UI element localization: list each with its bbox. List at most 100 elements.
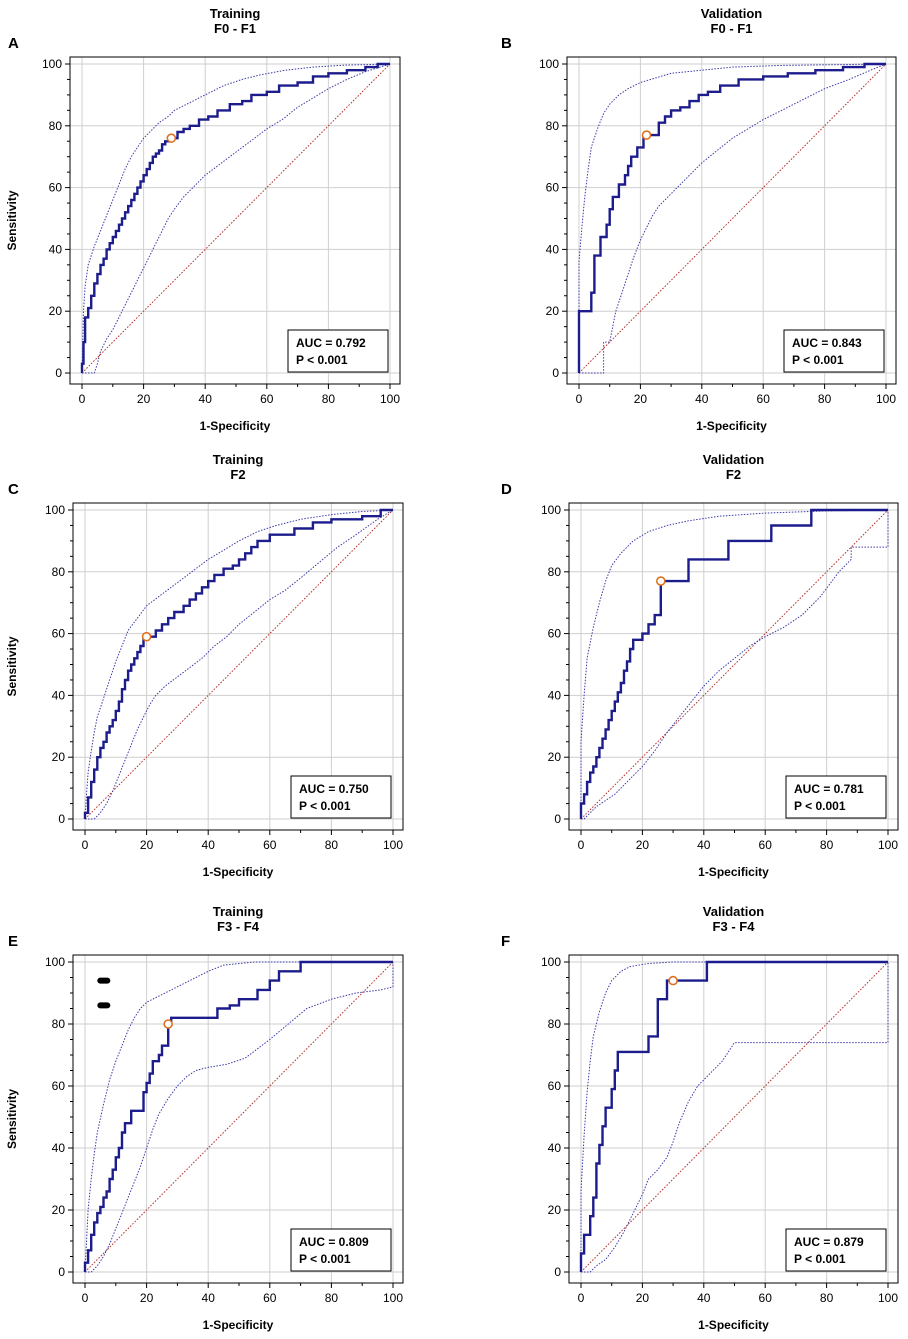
y-tick-label: 40: [548, 1141, 562, 1155]
x-tick-label: 0: [82, 838, 89, 852]
x-tick-label: 100: [383, 838, 403, 852]
ci-lower-line: [85, 509, 394, 820]
ci-lower-line: [82, 63, 391, 374]
y-tick-label: 80: [52, 565, 66, 579]
x-tick-label: 100: [380, 392, 400, 406]
x-tick-label: 60: [263, 838, 277, 852]
ci-upper-line: [81, 63, 391, 374]
chart-subtitle: F0 - F1: [711, 21, 753, 36]
annotation-marks: [97, 977, 111, 1009]
auc-box: [290, 1228, 392, 1272]
y-tick-label: 100: [45, 955, 65, 969]
y-tick-label: 0: [554, 812, 561, 826]
y-tick-label: 100: [42, 57, 62, 71]
y-tick-label: 80: [52, 1017, 66, 1031]
y-tick-label: 80: [548, 565, 562, 579]
cutoff-point: [163, 1019, 173, 1029]
chart-subtitle: F2: [230, 467, 245, 482]
y-tick-label: 20: [546, 304, 560, 318]
plot-frame: [566, 56, 897, 385]
y-tick-label: 20: [52, 1203, 66, 1217]
x-tick-label: 80: [820, 838, 834, 852]
y-tick-label: 100: [45, 503, 65, 517]
auc-label: AUC = 0.879: [794, 1235, 864, 1249]
reference-diagonal: [580, 961, 889, 1273]
y-tick-label: 80: [49, 119, 63, 133]
ci-upper-line: [580, 961, 888, 1272]
x-tick-label: 100: [878, 1291, 898, 1305]
roc-curve: [579, 960, 888, 1272]
plot-frame: [69, 56, 401, 385]
y-tick-label: 60: [548, 1079, 562, 1093]
x-tick-label: 20: [636, 1291, 650, 1305]
x-tick-label: 100: [383, 1291, 403, 1305]
x-axis-label: 1-Specificity: [200, 419, 271, 433]
x-tick-label: 60: [757, 392, 771, 406]
y-tick-label: 60: [546, 181, 560, 195]
x-tick-label: 20: [634, 392, 648, 406]
x-axis-label: 1-Specificity: [696, 419, 767, 433]
y-tick-label: 40: [52, 1141, 66, 1155]
y-tick-label: 0: [554, 1265, 561, 1279]
auc-label: AUC = 0.843: [792, 336, 862, 350]
chart-title: Validation: [703, 452, 764, 467]
y-tick-label: 20: [548, 750, 562, 764]
x-tick-label: 20: [636, 838, 650, 852]
x-tick-label: 40: [199, 392, 213, 406]
x-tick-label: 80: [325, 838, 339, 852]
y-tick-label: 40: [49, 242, 63, 256]
chart-title: Training: [213, 904, 264, 919]
reference-diagonal: [578, 63, 887, 374]
cutoff-point: [166, 133, 177, 143]
y-tick-label: 60: [52, 1079, 66, 1093]
x-tick-label: 100: [876, 392, 896, 406]
p-value-label: P < 0.001: [794, 799, 846, 813]
plot-frame: [72, 502, 404, 831]
chart-title: Validation: [701, 6, 762, 21]
plot-frame: [568, 502, 899, 831]
x-tick-label: 20: [140, 1291, 154, 1305]
roc-curve: [80, 62, 390, 373]
y-tick-label: 60: [49, 181, 63, 195]
x-tick-label: 0: [82, 1291, 89, 1305]
y-tick-label: 40: [548, 688, 562, 702]
ci-lower-line: [581, 962, 889, 1273]
x-axis-label: 1-Specificity: [203, 1318, 274, 1332]
reference-diagonal: [580, 509, 889, 820]
x-tick-label: 60: [759, 1291, 773, 1305]
y-tick-label: 0: [58, 1265, 65, 1279]
auc-box: [287, 329, 389, 373]
panel-letter: B: [501, 35, 512, 52]
roc-curve: [579, 508, 888, 819]
annotation-mark: [97, 977, 111, 984]
y-tick-label: 80: [546, 119, 560, 133]
roc-curve: [83, 960, 393, 1272]
x-tick-label: 40: [697, 838, 711, 852]
auc-box: [290, 775, 392, 819]
x-tick-label: 0: [578, 1291, 585, 1305]
x-tick-label: 40: [695, 392, 709, 406]
plot-frame: [72, 954, 404, 1284]
x-tick-label: 80: [322, 392, 336, 406]
y-tick-label: 80: [548, 1017, 562, 1031]
plot-frame: [568, 954, 899, 1284]
x-tick-label: 60: [759, 838, 773, 852]
x-tick-label: 0: [578, 838, 585, 852]
reference-diagonal: [84, 961, 394, 1273]
gridlines: [73, 503, 403, 830]
panel-letter: A: [8, 35, 19, 52]
chart-subtitle: F3 - F4: [217, 919, 260, 934]
x-tick-label: 60: [263, 1291, 277, 1305]
ci-lower-line: [579, 63, 887, 374]
ci-upper-line: [578, 63, 887, 373]
y-axis-label: Sensitivity: [5, 1089, 19, 1149]
panel-letter: D: [501, 481, 512, 498]
y-tick-label: 100: [541, 955, 561, 969]
p-value-label: P < 0.001: [794, 1252, 846, 1266]
panel-letter: E: [8, 933, 18, 950]
panel-letter: F: [501, 933, 510, 950]
x-tick-label: 80: [818, 392, 832, 406]
